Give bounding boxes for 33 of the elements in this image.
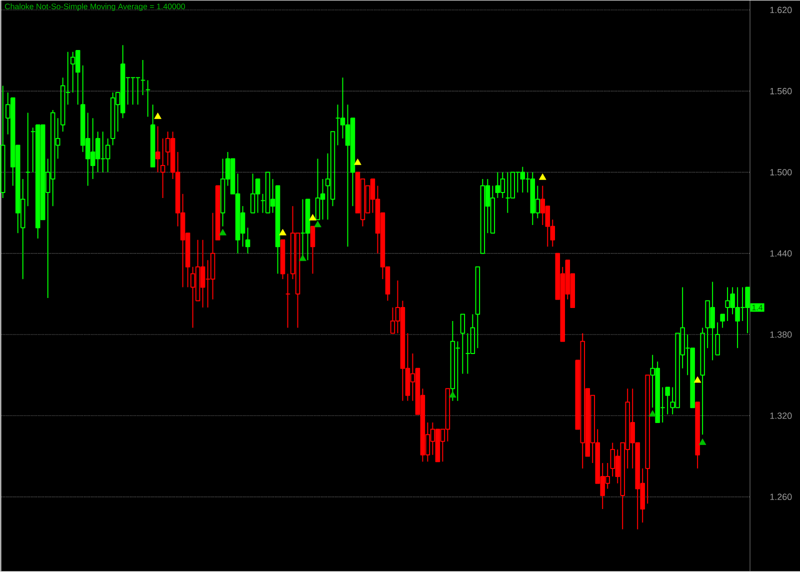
point bbox=[448, 391, 456, 398]
candlestick bbox=[285, 273, 290, 328]
point bbox=[154, 112, 162, 120]
candlestick bbox=[140, 60, 146, 96]
y-tick-label: 1.260 bbox=[770, 494, 792, 500]
point bbox=[538, 174, 546, 180]
candlestick bbox=[245, 227, 250, 254]
candlestick bbox=[700, 327, 705, 436]
point bbox=[219, 229, 226, 236]
candlestick bbox=[0, 85, 6, 199]
point bbox=[279, 229, 286, 236]
candlestick bbox=[160, 138, 166, 199]
candlestick bbox=[25, 112, 30, 207]
y-tick-label: 1.500 bbox=[770, 169, 792, 176]
candlestick bbox=[475, 266, 480, 349]
candlestick bbox=[135, 77, 140, 106]
y-tick-label: 1.620 bbox=[770, 6, 792, 14]
point bbox=[299, 254, 306, 262]
point bbox=[694, 376, 702, 383]
candlestick bbox=[145, 80, 150, 118]
point bbox=[309, 214, 316, 221]
y-tick-label: 1.560 bbox=[770, 88, 792, 94]
y-tick-label: 1.320 bbox=[770, 412, 792, 420]
point bbox=[314, 220, 322, 228]
candlestick bbox=[155, 126, 160, 173]
y-tick-label: 1.440 bbox=[770, 250, 792, 257]
candlestick bbox=[460, 314, 466, 374]
y-tick-label: 1.380 bbox=[770, 332, 792, 338]
point bbox=[648, 410, 656, 417]
point bbox=[354, 158, 362, 166]
candlestick bbox=[645, 374, 650, 504]
point bbox=[698, 438, 706, 446]
candlestick bbox=[715, 322, 720, 356]
